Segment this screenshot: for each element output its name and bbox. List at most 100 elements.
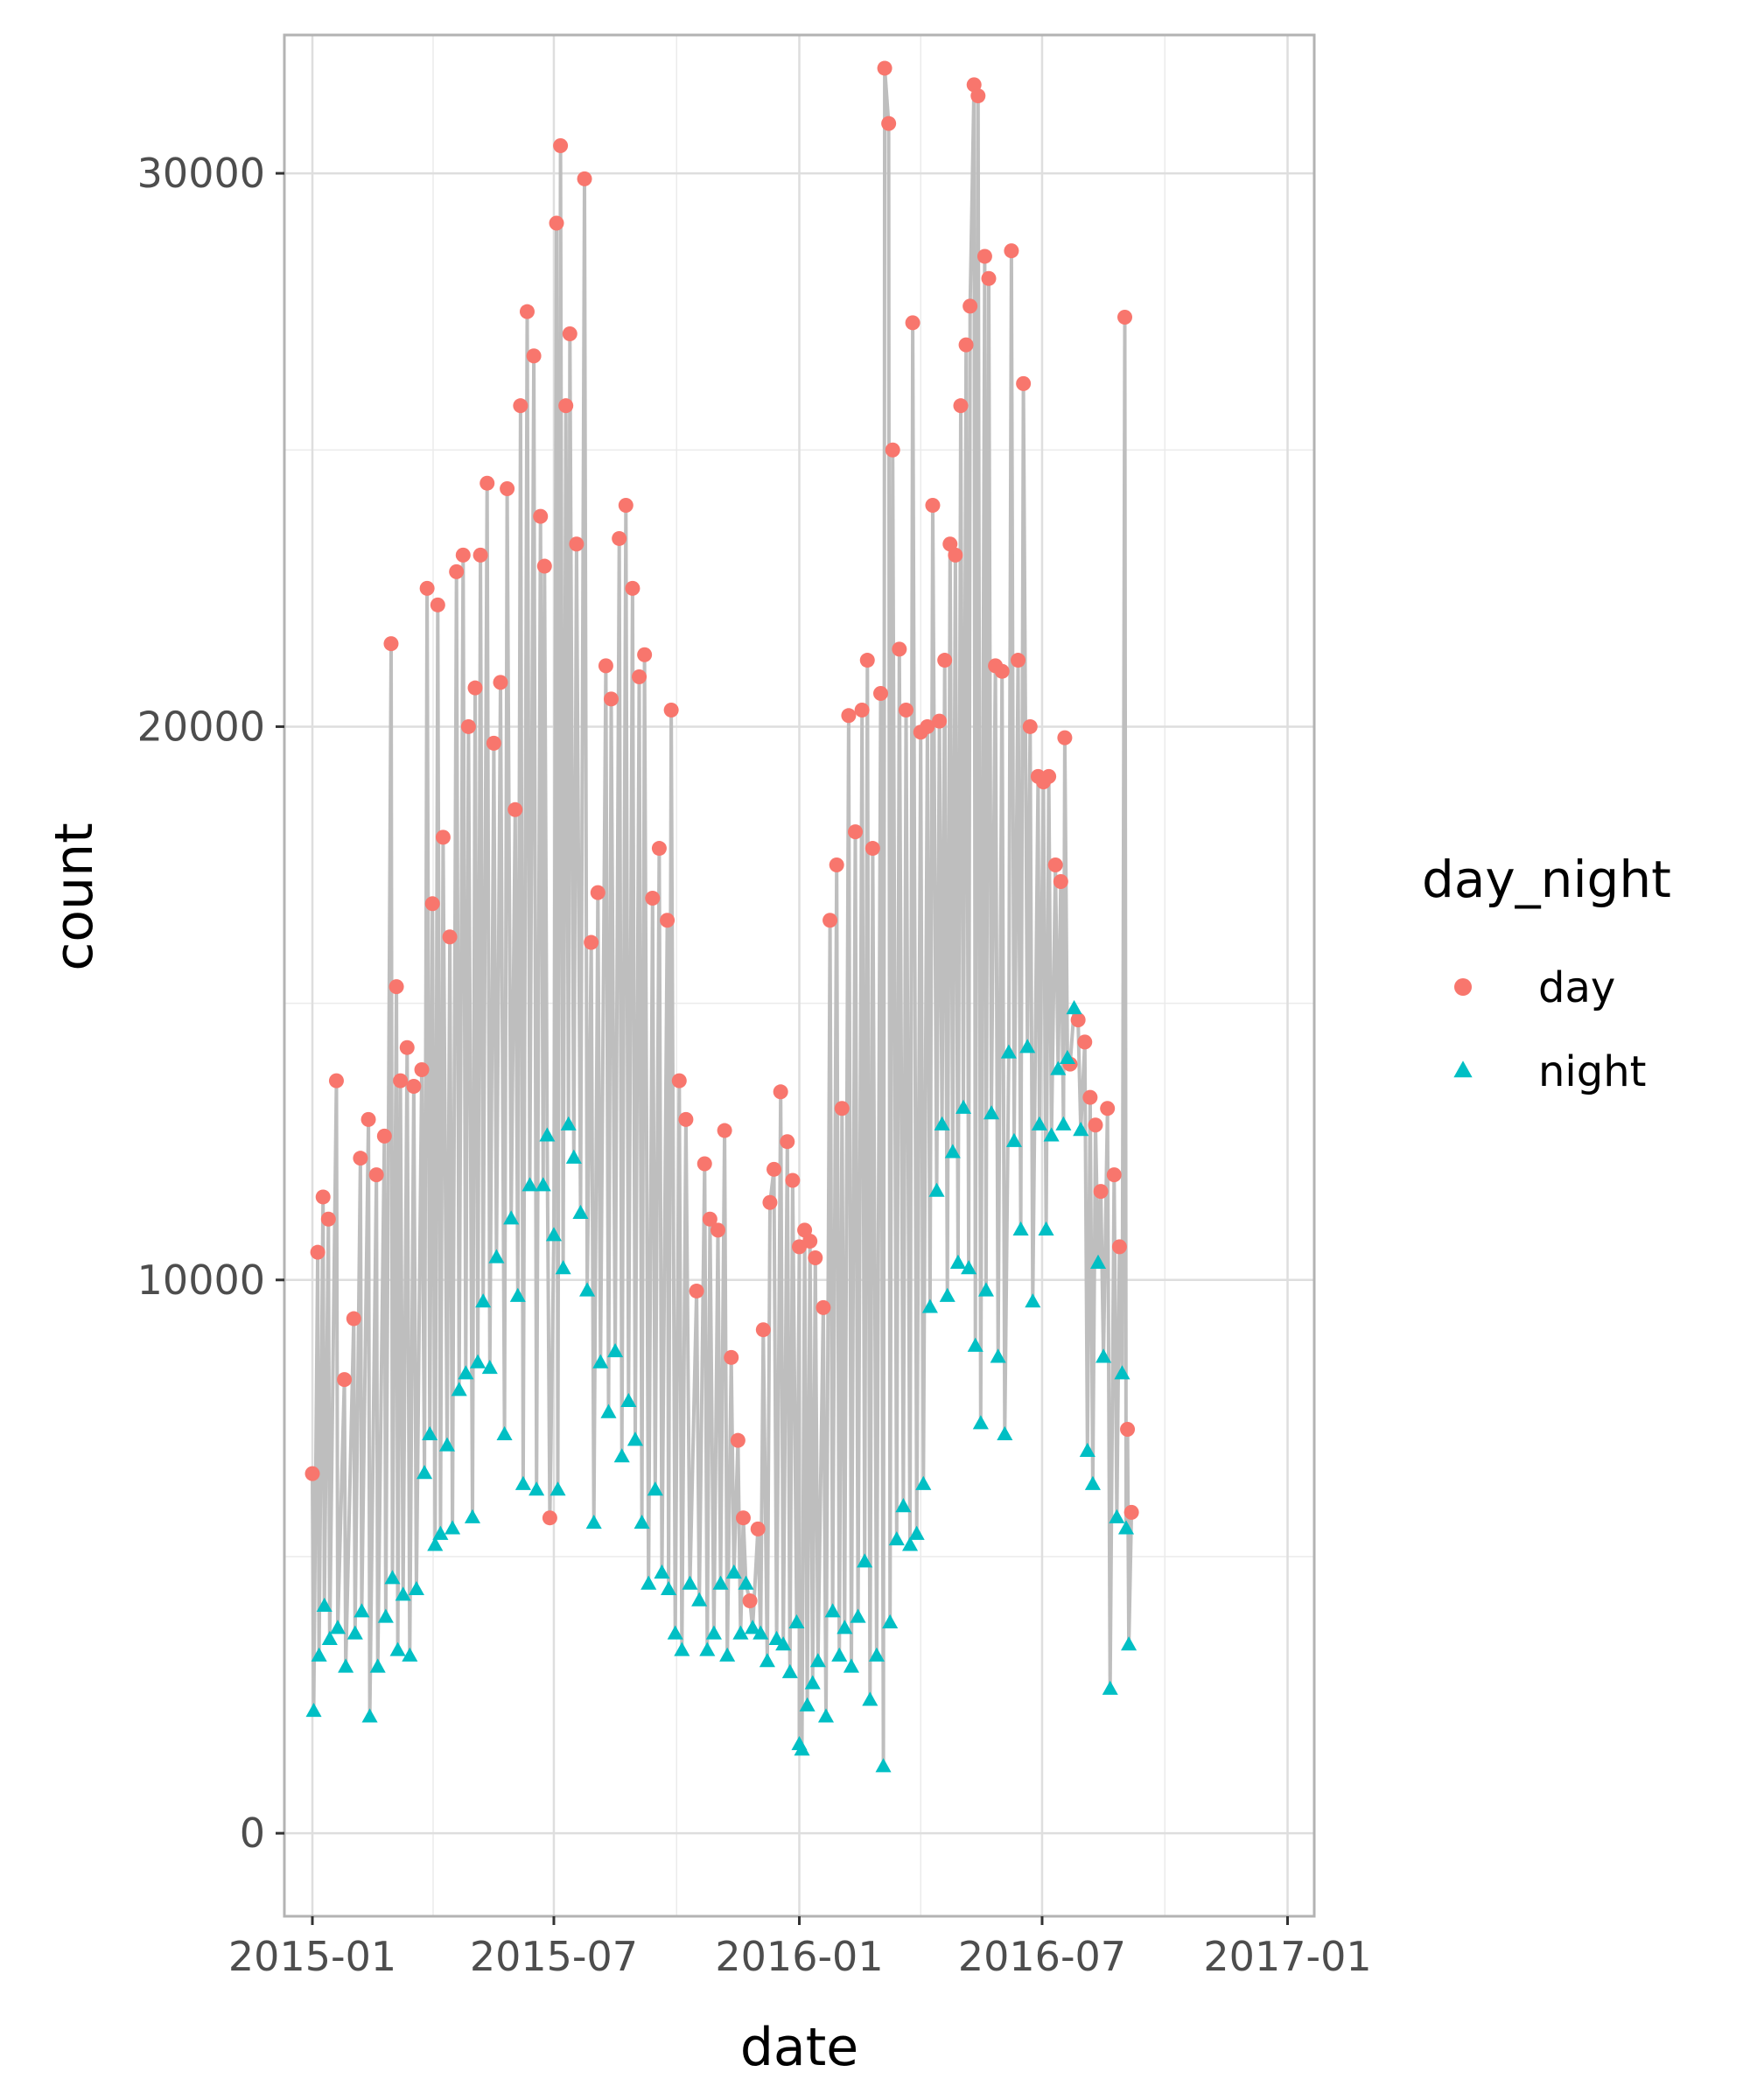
point-night	[961, 1260, 977, 1275]
point-night	[395, 1586, 411, 1601]
point-night	[539, 1127, 556, 1142]
point-day	[455, 547, 471, 563]
y-tick-label: 10000	[137, 1256, 265, 1304]
point-day	[519, 304, 535, 319]
point-day	[406, 1078, 422, 1094]
point-day	[1100, 1101, 1116, 1116]
point-day	[981, 270, 997, 286]
point-night	[416, 1465, 433, 1480]
data-points	[304, 60, 1139, 1773]
point-night	[843, 1658, 860, 1673]
point-day	[353, 1151, 368, 1166]
point-day	[780, 1134, 795, 1150]
point-day	[442, 929, 458, 945]
point-night	[528, 1481, 545, 1496]
legend-title: day_night	[1422, 850, 1671, 909]
point-night	[691, 1592, 708, 1606]
point-night	[475, 1293, 492, 1308]
point-day	[877, 60, 892, 76]
point-night	[882, 1614, 899, 1628]
point-day	[766, 1161, 782, 1177]
point-day	[808, 1250, 823, 1265]
point-day	[873, 686, 889, 701]
point-day	[1077, 1034, 1093, 1050]
point-day	[710, 1222, 725, 1238]
point-day	[742, 1593, 758, 1609]
point-night	[857, 1553, 873, 1568]
point-night	[705, 1625, 722, 1640]
point-day	[472, 547, 488, 563]
point-night	[661, 1580, 677, 1596]
legend-key-night	[1453, 1060, 1473, 1078]
point-night	[862, 1691, 878, 1706]
point-night	[1005, 1132, 1023, 1147]
point-night	[316, 1597, 332, 1613]
point-night	[1066, 999, 1082, 1015]
point-day	[346, 1311, 361, 1326]
point-day	[841, 708, 857, 724]
point-day	[1070, 1012, 1086, 1028]
point-day	[584, 934, 599, 950]
point-day	[937, 653, 953, 668]
point-night	[850, 1608, 866, 1623]
point-day	[337, 1372, 353, 1388]
point-day	[822, 913, 838, 928]
x-axis-title: date	[740, 2017, 858, 2078]
point-night	[759, 1653, 775, 1668]
point-day	[962, 298, 978, 314]
point-day	[848, 824, 864, 840]
point-night	[509, 1287, 526, 1302]
point-night	[788, 1614, 805, 1628]
point-night	[799, 1697, 816, 1712]
point-night	[875, 1758, 892, 1773]
point-night	[1079, 1442, 1096, 1457]
point-night	[682, 1575, 698, 1590]
point-night	[444, 1520, 461, 1535]
connector-line	[311, 66, 1134, 1769]
point-night	[738, 1575, 754, 1590]
point-night	[329, 1620, 346, 1634]
point-day	[864, 841, 880, 857]
point-day	[1117, 310, 1133, 325]
point-day	[549, 215, 564, 231]
point-night	[868, 1647, 885, 1662]
legend-item-day: day	[1454, 963, 1615, 1012]
point-day	[660, 913, 676, 928]
y-tick-label: 20000	[137, 703, 265, 750]
point-day	[383, 636, 399, 652]
point-night	[725, 1564, 742, 1579]
legend: day_night day night	[1422, 850, 1671, 1096]
point-day	[399, 1040, 415, 1055]
y-axis-title: count	[44, 822, 105, 970]
point-day	[553, 137, 569, 153]
point-day	[486, 735, 501, 751]
point-day	[1082, 1089, 1098, 1105]
point-night	[488, 1249, 505, 1264]
point-night	[522, 1177, 538, 1192]
point-day	[802, 1234, 818, 1250]
point-night	[389, 1642, 406, 1656]
point-night	[496, 1425, 513, 1440]
point-night	[794, 1741, 810, 1756]
point-night	[1059, 1049, 1075, 1064]
point-night	[719, 1647, 736, 1662]
point-day	[1111, 1239, 1127, 1255]
point-night	[1031, 1116, 1047, 1130]
x-tick-label: 2016-07	[958, 1933, 1126, 1980]
point-night	[384, 1570, 401, 1585]
point-day	[449, 564, 465, 579]
point-day	[513, 398, 528, 414]
point-night	[464, 1508, 481, 1523]
axis-ticks: 2015-01 2015-07 2016-01 2016-07 2017-01 0 1000…	[137, 150, 1372, 1980]
point-night	[607, 1342, 624, 1358]
point-day	[773, 1084, 788, 1100]
point-day	[625, 580, 640, 596]
point-day	[562, 326, 578, 341]
point-night	[555, 1260, 571, 1275]
point-day	[320, 1211, 336, 1227]
point-day	[948, 547, 963, 563]
point-night	[1073, 1122, 1089, 1137]
point-night	[1114, 1365, 1130, 1380]
point-night	[565, 1149, 582, 1164]
